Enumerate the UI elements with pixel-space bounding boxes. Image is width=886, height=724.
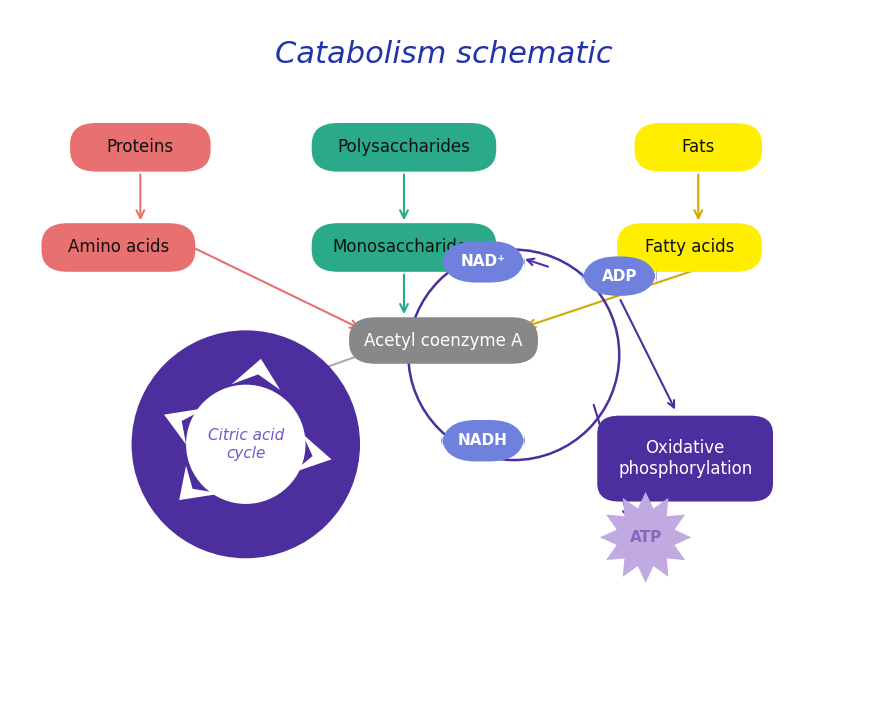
Text: Fatty acids: Fatty acids (644, 238, 734, 256)
Text: Citric acid
cycle: Citric acid cycle (207, 428, 284, 460)
Text: Oxidative
phosphorylation: Oxidative phosphorylation (618, 439, 751, 478)
FancyBboxPatch shape (441, 420, 525, 461)
Text: Acetyl coenzyme A: Acetyl coenzyme A (364, 332, 522, 350)
Ellipse shape (131, 330, 360, 558)
Polygon shape (179, 466, 221, 500)
FancyBboxPatch shape (70, 123, 210, 172)
FancyBboxPatch shape (311, 123, 495, 172)
FancyBboxPatch shape (596, 416, 772, 502)
FancyBboxPatch shape (349, 317, 537, 363)
Polygon shape (164, 408, 206, 445)
Ellipse shape (186, 384, 305, 504)
Text: Proteins: Proteins (106, 138, 174, 156)
Text: NADH: NADH (457, 433, 508, 448)
Text: Monosaccharides: Monosaccharides (331, 238, 476, 256)
Text: Fats: Fats (680, 138, 714, 156)
FancyBboxPatch shape (441, 241, 525, 282)
Polygon shape (291, 434, 331, 473)
FancyBboxPatch shape (311, 223, 495, 272)
Text: ADP: ADP (601, 269, 636, 284)
Text: NAD⁺: NAD⁺ (460, 254, 505, 269)
Polygon shape (599, 492, 690, 583)
Text: Amino acids: Amino acids (67, 238, 169, 256)
Text: Polysaccharides: Polysaccharides (338, 138, 470, 156)
FancyBboxPatch shape (581, 256, 656, 296)
FancyBboxPatch shape (633, 123, 761, 172)
Text: ATP: ATP (629, 530, 661, 545)
Polygon shape (231, 359, 280, 390)
FancyBboxPatch shape (617, 223, 761, 272)
Text: Catabolism schematic: Catabolism schematic (275, 40, 611, 69)
FancyBboxPatch shape (42, 223, 195, 272)
